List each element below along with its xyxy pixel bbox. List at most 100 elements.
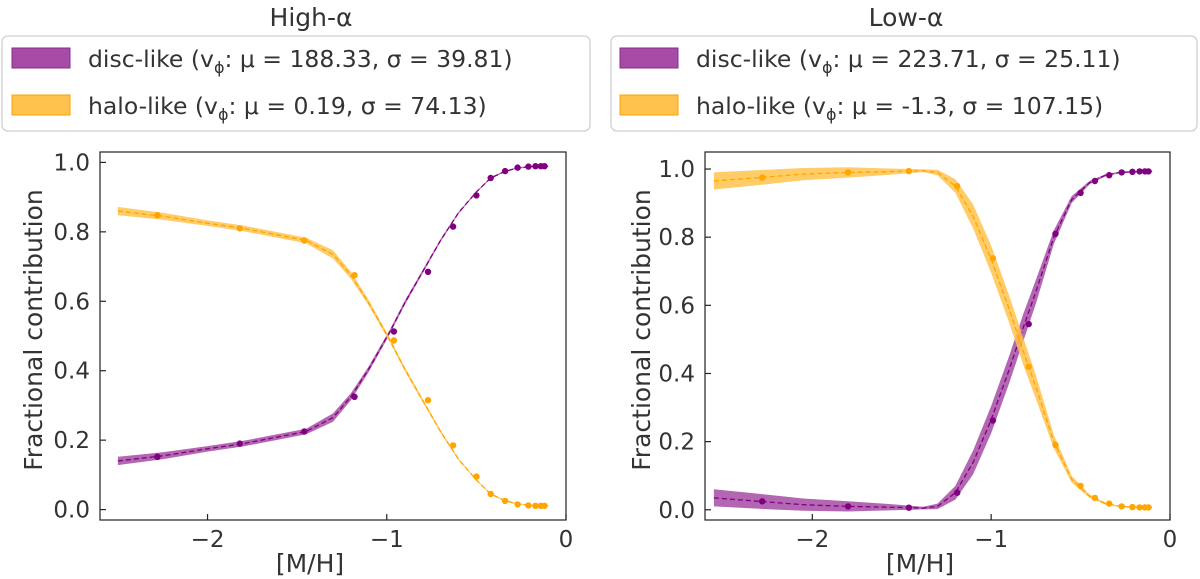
halo-like-point — [424, 397, 432, 404]
x-axis-label: [M/H] — [886, 549, 954, 578]
halo-like-point — [905, 167, 913, 175]
disc-like-point — [1091, 177, 1099, 185]
x-tick-label: −1 — [370, 527, 404, 553]
halo-like-point — [1129, 503, 1136, 511]
halo-like-point — [541, 502, 548, 509]
panel-title: High-α — [270, 3, 353, 32]
halo-like-point — [525, 502, 532, 509]
halo-like-point — [532, 502, 539, 509]
disc-like-point — [501, 167, 509, 175]
legend-swatch-halo — [619, 94, 679, 116]
x-tick-label: 0 — [559, 527, 574, 553]
halo-like-point — [759, 174, 766, 181]
panel-high-alpha: High-α disc-like (vϕ: μ = 188.33, σ = 39… — [1, 3, 591, 578]
disc-like-point — [301, 428, 308, 435]
legend-label-disc: disc-like (vϕ: μ = 188.33, σ = 39.81) — [88, 45, 513, 77]
y-tick-label: 0.6 — [53, 289, 90, 315]
disc-like-point — [954, 489, 961, 496]
disc-like-point — [844, 503, 852, 510]
axes-frame — [704, 151, 1171, 521]
disc-like-point — [525, 163, 532, 170]
disc-like-point — [473, 192, 480, 199]
y-tick-label: 0.4 — [53, 359, 90, 385]
axes-frame — [99, 151, 567, 521]
x-tick-label: −2 — [795, 527, 829, 553]
x-tick-label: −2 — [191, 527, 225, 553]
disc-like-point — [1118, 169, 1125, 176]
halo-like-point — [1106, 500, 1113, 507]
halo-like-point — [1118, 503, 1125, 510]
halo-like-point — [514, 501, 521, 508]
y-tick-label: 0.0 — [658, 498, 695, 524]
halo-like-point — [501, 497, 509, 505]
halo-like-band — [713, 167, 1153, 509]
panel-low-alpha: Low-α disc-like (vϕ: μ = 223.71, σ = 25.… — [610, 3, 1198, 578]
halo-like-point — [1052, 441, 1059, 449]
y-tick-label: 0.6 — [658, 293, 695, 319]
y-tick-label: 0.8 — [53, 220, 90, 246]
x-tick-label: 0 — [1163, 527, 1178, 553]
halo-like-point — [989, 255, 997, 262]
halo-like-point — [844, 169, 852, 176]
disc-like-point — [487, 174, 494, 182]
halo-like-line — [713, 170, 1153, 509]
legend-label-disc: disc-like (vϕ: μ = 223.71, σ = 25.11) — [696, 45, 1121, 77]
disc-like-point — [424, 268, 432, 275]
disc-like-point — [351, 393, 358, 400]
disc-like-band — [117, 165, 549, 466]
halo-like-point — [1145, 504, 1152, 511]
y-tick-label: 0.2 — [53, 428, 90, 454]
legend-frame — [610, 35, 1198, 132]
disc-like-point — [236, 440, 243, 447]
disc-like-point — [514, 164, 521, 171]
halo-like-point — [1077, 482, 1084, 490]
legend-frame — [1, 35, 591, 132]
halo-like-point — [487, 490, 494, 498]
disc-like-point — [1136, 168, 1143, 175]
y-tick-label: 1.0 — [658, 157, 695, 183]
legend-label-halo: halo-like (vϕ: μ = -1.3, σ = 107.15) — [696, 92, 1103, 124]
y-tick-label: 0.2 — [658, 430, 695, 456]
halo-like-point — [954, 182, 961, 190]
disc-like-point — [390, 328, 398, 335]
halo-like-point — [473, 473, 480, 480]
y-tick-label: 0.4 — [658, 361, 695, 387]
halo-like-point — [1136, 504, 1143, 511]
halo-like-band — [117, 206, 549, 507]
legend-swatch-disc — [619, 47, 679, 69]
disc-like-point — [541, 163, 548, 170]
disc-like-point — [154, 453, 161, 460]
disc-like-point — [449, 223, 457, 230]
plot-area: 0.0 0.2 0.4 0.6 0.8 1.0 −2 −1 0 — [53, 150, 573, 553]
y-axis-label: Fractional contribution — [627, 189, 656, 471]
panel-title: Low-α — [869, 3, 944, 32]
disc-like-point — [1077, 189, 1084, 197]
legend-label-halo: halo-like (vϕ: μ = 0.19, σ = 74.13) — [88, 92, 487, 124]
halo-like-point — [449, 442, 457, 449]
legend-swatch-halo — [11, 94, 71, 116]
halo-like-point — [301, 237, 308, 244]
legend: disc-like (vϕ: μ = 223.71, σ = 25.11) ha… — [610, 35, 1198, 132]
legend: disc-like (vϕ: μ = 188.33, σ = 39.81) ha… — [1, 35, 591, 132]
disc-like-point — [1106, 172, 1113, 179]
disc-like-point — [759, 498, 766, 505]
disc-like-point — [1025, 320, 1032, 328]
disc-like-point — [1129, 168, 1136, 175]
disc-like-point — [989, 417, 997, 424]
disc-like-point — [1052, 230, 1059, 237]
halo-like-point — [1091, 494, 1099, 502]
disc-like-point — [1145, 168, 1152, 175]
disc-like-band — [713, 170, 1153, 512]
halo-like-point — [351, 272, 358, 279]
halo-like-line — [117, 210, 549, 507]
legend-swatch-disc — [11, 47, 71, 69]
y-tick-label: 1.0 — [53, 150, 90, 176]
disc-like-line — [117, 165, 549, 462]
halo-like-point — [236, 225, 243, 232]
halo-like-point — [1025, 363, 1032, 370]
y-tick-label: 0.0 — [53, 498, 90, 524]
y-tick-label: 0.8 — [658, 225, 695, 251]
disc-like-line — [713, 170, 1153, 509]
x-tick-label: −1 — [974, 527, 1008, 553]
